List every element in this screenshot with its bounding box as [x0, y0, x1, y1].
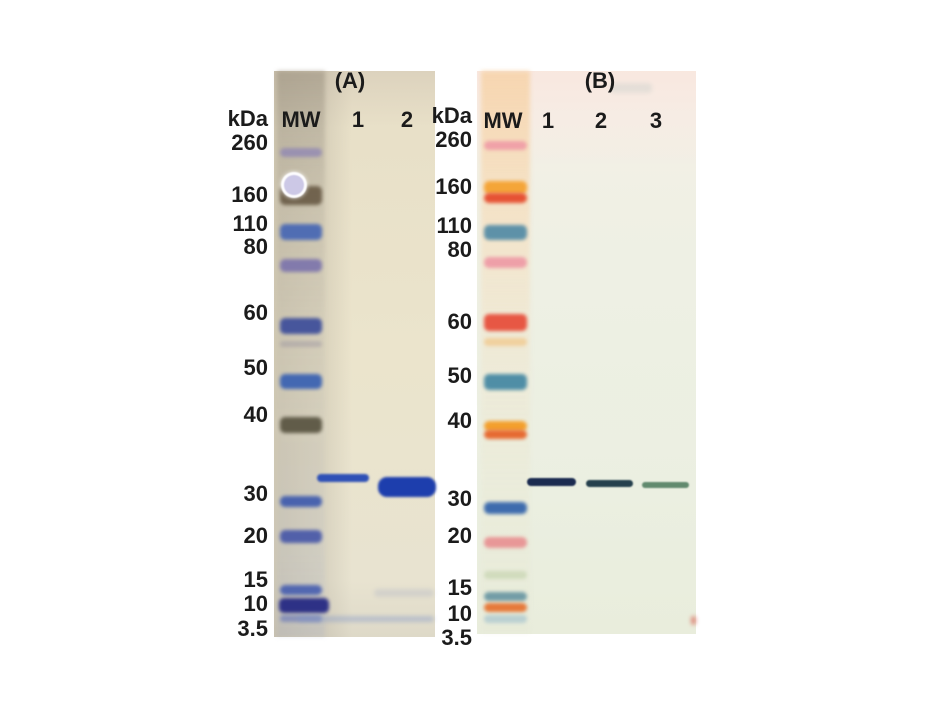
- sds-page-gel-panel-a: [274, 71, 436, 637]
- marker-band: [280, 318, 322, 334]
- ladder-label: 60: [243, 300, 268, 325]
- ladder-label: 10: [243, 591, 268, 616]
- marker-band: [484, 314, 527, 331]
- lane-header-2: 2: [400, 107, 414, 132]
- marker-band: [484, 571, 527, 579]
- dye-front-line: [298, 616, 434, 622]
- ladder-label: 20: [447, 523, 472, 548]
- ladder-label: 10: [447, 601, 472, 626]
- ladder-label: 110: [436, 213, 473, 238]
- kda-unit-label: kDa: [227, 106, 268, 131]
- marker-band: [280, 148, 322, 157]
- lane-header-1: 1: [351, 107, 365, 132]
- marker-band: [484, 603, 527, 612]
- ladder-label: 30: [243, 481, 268, 506]
- kda-unit-label: kDa: [431, 103, 472, 128]
- marker-band: [484, 338, 527, 346]
- marker-band: [280, 585, 322, 595]
- marker-band: [484, 193, 527, 203]
- marker-lane: [481, 71, 530, 634]
- lane-header-1: 1: [541, 108, 555, 133]
- ladder-label: 15: [447, 575, 472, 600]
- marker-band: [484, 421, 527, 431]
- western-blot-panel-b: [477, 71, 696, 634]
- marker-band: [280, 417, 322, 433]
- lane-header-3: 3: [649, 108, 663, 133]
- ladder-label: 260: [435, 127, 472, 152]
- ladder-label: 60: [447, 309, 472, 334]
- ladder-label: 80: [447, 237, 472, 262]
- sample-band-lane-3: [642, 482, 689, 488]
- marker-band: [280, 530, 322, 543]
- marker-band: [484, 374, 527, 390]
- ladder-label: 160: [435, 174, 472, 199]
- faint-smudge: [610, 83, 652, 93]
- marker-band: [484, 257, 527, 268]
- marker-band: [484, 592, 527, 601]
- marker-band: [280, 374, 322, 389]
- marker-band: [279, 598, 329, 613]
- ladder-label: 80: [243, 234, 268, 259]
- ladder-label: 50: [447, 363, 472, 388]
- marker-band: [280, 615, 322, 622]
- ladder-label: 15: [243, 567, 268, 592]
- air-bubble-icon: [281, 172, 307, 198]
- ladder-label: 260: [231, 130, 268, 155]
- ladder-label: 50: [243, 355, 268, 380]
- marker-band: [280, 224, 322, 240]
- faint-smear: [374, 589, 434, 597]
- marker-band: [280, 341, 322, 347]
- panel-label: (B): [584, 68, 616, 93]
- lane-header-mw: MW: [281, 107, 321, 132]
- marker-band: [484, 141, 527, 150]
- marker-band: [484, 225, 527, 240]
- lane-header-mw: MW: [483, 108, 523, 133]
- sample-band-lane-1: [317, 474, 369, 482]
- ladder-label: 40: [447, 408, 472, 433]
- sample-band-lane-2: [586, 480, 633, 487]
- ladder-label: 160: [231, 182, 268, 207]
- ladder-label: 3.5: [441, 625, 472, 650]
- marker-band: [280, 496, 322, 507]
- marker-band: [484, 502, 527, 514]
- ladder-label: 30: [447, 486, 472, 511]
- ladder-label: 3.5: [237, 616, 268, 641]
- ladder-label: 40: [243, 402, 268, 427]
- marker-band: [280, 259, 322, 272]
- sample-band-lane-1: [527, 478, 576, 486]
- red-mark: [691, 616, 696, 625]
- sample-band-lane-2: [378, 477, 436, 497]
- marker-band: [484, 615, 527, 623]
- ladder-label: 110: [232, 211, 269, 236]
- marker-band: [484, 181, 527, 194]
- panel-label: (A): [334, 68, 366, 93]
- marker-band: [484, 430, 527, 439]
- ladder-label: 20: [243, 523, 268, 548]
- lane-header-2: 2: [594, 108, 608, 133]
- marker-band: [484, 537, 527, 548]
